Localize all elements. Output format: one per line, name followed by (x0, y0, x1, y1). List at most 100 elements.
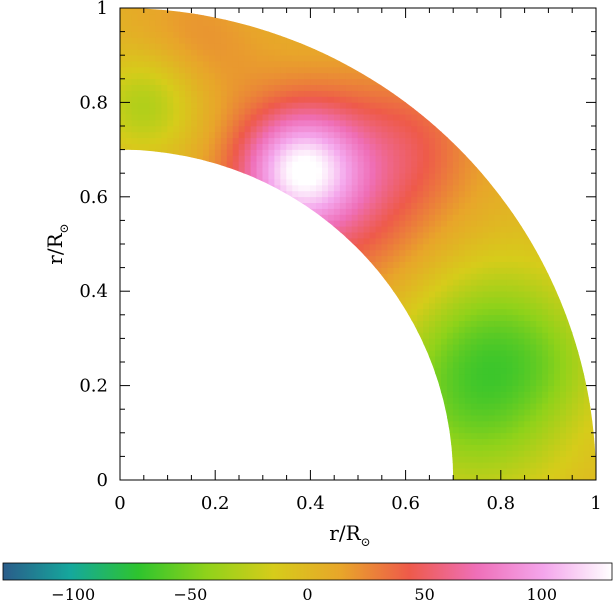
heatmap-cell (470, 190, 478, 198)
heatmap-cell (238, 131, 246, 139)
heatmap-cell (518, 408, 525, 416)
heatmap-cell (518, 249, 525, 257)
heatmap-cell (161, 84, 168, 91)
heatmap-cell (405, 108, 412, 115)
heatmap-cell (250, 131, 258, 139)
heatmap-cell (554, 344, 561, 351)
heatmap-cell (470, 420, 478, 428)
heatmap-cell (393, 202, 400, 209)
heatmap-cell (167, 78, 174, 85)
heatmap-cell (226, 72, 234, 80)
heatmap-cell (298, 119, 305, 127)
heatmap-cell (518, 279, 525, 286)
heatmap-cell (524, 432, 531, 439)
heatmap-cell (393, 167, 400, 174)
heatmap-cell (423, 119, 430, 127)
heatmap-cell (446, 249, 454, 257)
heatmap-cell (399, 102, 406, 109)
heatmap-cell (203, 90, 210, 97)
heatmap-cell (423, 202, 430, 209)
heatmap-cell (441, 214, 448, 221)
heatmap-cell (363, 108, 371, 115)
heatmap-cell (554, 273, 561, 280)
heatmap-cell (256, 184, 264, 192)
heatmap-cell (583, 426, 591, 434)
heatmap-cell (363, 167, 371, 174)
heatmap-cell (542, 267, 549, 274)
heatmap-cell (446, 462, 454, 469)
heatmap-cell (161, 66, 168, 74)
heatmap-cell (214, 149, 222, 156)
heatmap-cell (274, 190, 281, 198)
heatmap-cell (256, 161, 264, 168)
heatmap-cell (476, 285, 484, 292)
heatmap-cell (310, 178, 317, 186)
heatmap-cell (417, 155, 424, 162)
heatmap-cell (494, 190, 502, 198)
heatmap-cell (286, 131, 293, 139)
heatmap-cell (506, 196, 513, 203)
heatmap-cell (435, 125, 442, 133)
heatmap-cell (292, 37, 299, 44)
heatmap-cell (375, 226, 383, 233)
heatmap-cell (565, 379, 573, 386)
heatmap-cell (577, 332, 585, 339)
heatmap-cell (244, 60, 252, 68)
heatmap-cell (232, 49, 240, 56)
heatmap-cell (464, 143, 472, 150)
heatmap-cell (500, 261, 508, 268)
heatmap-cell (179, 43, 186, 50)
heatmap-cell (417, 208, 424, 215)
heatmap-cell (554, 450, 561, 457)
heatmap-cell (387, 113, 394, 121)
heatmap-cell (298, 66, 305, 74)
heatmap-cell (179, 25, 186, 32)
heatmap-cell (441, 249, 448, 257)
heatmap-cell (393, 149, 400, 156)
heatmap-cell (149, 54, 156, 62)
heatmap-cell (387, 285, 394, 292)
heatmap-cell (197, 131, 204, 139)
heatmap-cell (405, 231, 412, 239)
heatmap-cell (345, 178, 353, 186)
heatmap-cell (494, 361, 502, 369)
heatmap-cell (327, 60, 335, 68)
heatmap-cell (333, 96, 341, 103)
heatmap-cell (488, 397, 496, 404)
heatmap-cell (405, 261, 412, 268)
heatmap-cell (536, 426, 543, 434)
heatmap-cell (381, 108, 389, 115)
heatmap-cell (125, 90, 133, 97)
heatmap-cell (494, 214, 502, 221)
heatmap-cell (512, 349, 519, 357)
heatmap-cell (446, 302, 454, 310)
heatmap-cell (512, 344, 519, 351)
heatmap-cell (120, 131, 127, 139)
heatmap-cell (185, 143, 192, 150)
heatmap-cell (458, 202, 466, 209)
heatmap-cell (286, 149, 293, 156)
heatmap-cell (339, 72, 347, 80)
heatmap-cell (327, 149, 335, 156)
heatmap-cell (470, 261, 478, 268)
heatmap-cell (464, 273, 472, 280)
heatmap-cell (458, 467, 466, 475)
heatmap-cell (452, 167, 460, 174)
heatmap-cell (298, 60, 305, 68)
heatmap-cell (506, 367, 513, 375)
heatmap-cell (238, 113, 246, 121)
heatmap-cell (357, 243, 365, 251)
heatmap-cell (548, 290, 555, 298)
heatmap-cell (548, 349, 555, 357)
heatmap-cell (589, 420, 596, 428)
heatmap-cell (530, 462, 537, 469)
heatmap-cell (197, 49, 204, 56)
heatmap-cell (292, 31, 299, 38)
heatmap-cell (464, 267, 472, 274)
heatmap-cell (280, 25, 287, 32)
heatmap-cell (476, 385, 484, 392)
heatmap-cell (137, 119, 145, 127)
heatmap-cell (226, 113, 234, 121)
heatmap-cell (470, 450, 478, 457)
heatmap-cell (554, 279, 561, 286)
